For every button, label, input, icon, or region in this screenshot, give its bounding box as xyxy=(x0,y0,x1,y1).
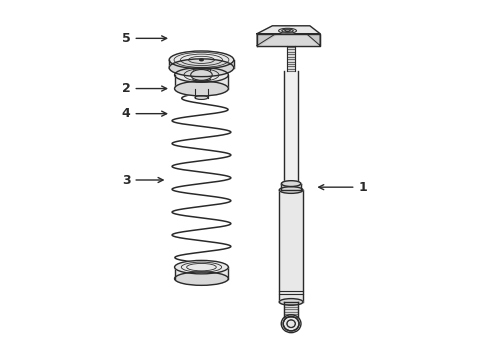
Ellipse shape xyxy=(174,272,228,285)
Text: 1: 1 xyxy=(318,181,366,194)
Ellipse shape xyxy=(284,30,290,32)
Ellipse shape xyxy=(283,316,298,331)
Bar xyxy=(286,45,295,71)
Text: 5: 5 xyxy=(122,32,166,45)
Bar xyxy=(192,68,210,78)
Bar xyxy=(169,60,233,68)
Ellipse shape xyxy=(279,298,303,305)
Ellipse shape xyxy=(281,181,300,186)
Bar xyxy=(174,75,228,89)
Ellipse shape xyxy=(190,69,212,80)
Ellipse shape xyxy=(169,59,233,77)
Ellipse shape xyxy=(174,260,228,274)
Ellipse shape xyxy=(199,59,203,61)
Ellipse shape xyxy=(281,315,301,333)
Ellipse shape xyxy=(281,29,293,32)
Ellipse shape xyxy=(174,81,228,96)
Ellipse shape xyxy=(174,68,228,82)
Polygon shape xyxy=(306,34,320,45)
Bar xyxy=(279,190,303,302)
Ellipse shape xyxy=(279,187,303,193)
Bar xyxy=(174,267,228,279)
Polygon shape xyxy=(257,34,320,45)
Bar xyxy=(281,184,300,190)
Bar xyxy=(284,71,298,184)
Bar xyxy=(195,89,207,98)
Polygon shape xyxy=(257,34,275,45)
Text: 3: 3 xyxy=(122,174,163,186)
Polygon shape xyxy=(257,26,320,34)
Ellipse shape xyxy=(192,76,210,81)
Ellipse shape xyxy=(169,51,233,69)
Ellipse shape xyxy=(283,316,298,331)
Ellipse shape xyxy=(278,28,296,33)
Bar xyxy=(284,302,298,317)
Text: 4: 4 xyxy=(122,107,166,120)
Text: 2: 2 xyxy=(122,82,166,95)
Ellipse shape xyxy=(195,96,207,99)
